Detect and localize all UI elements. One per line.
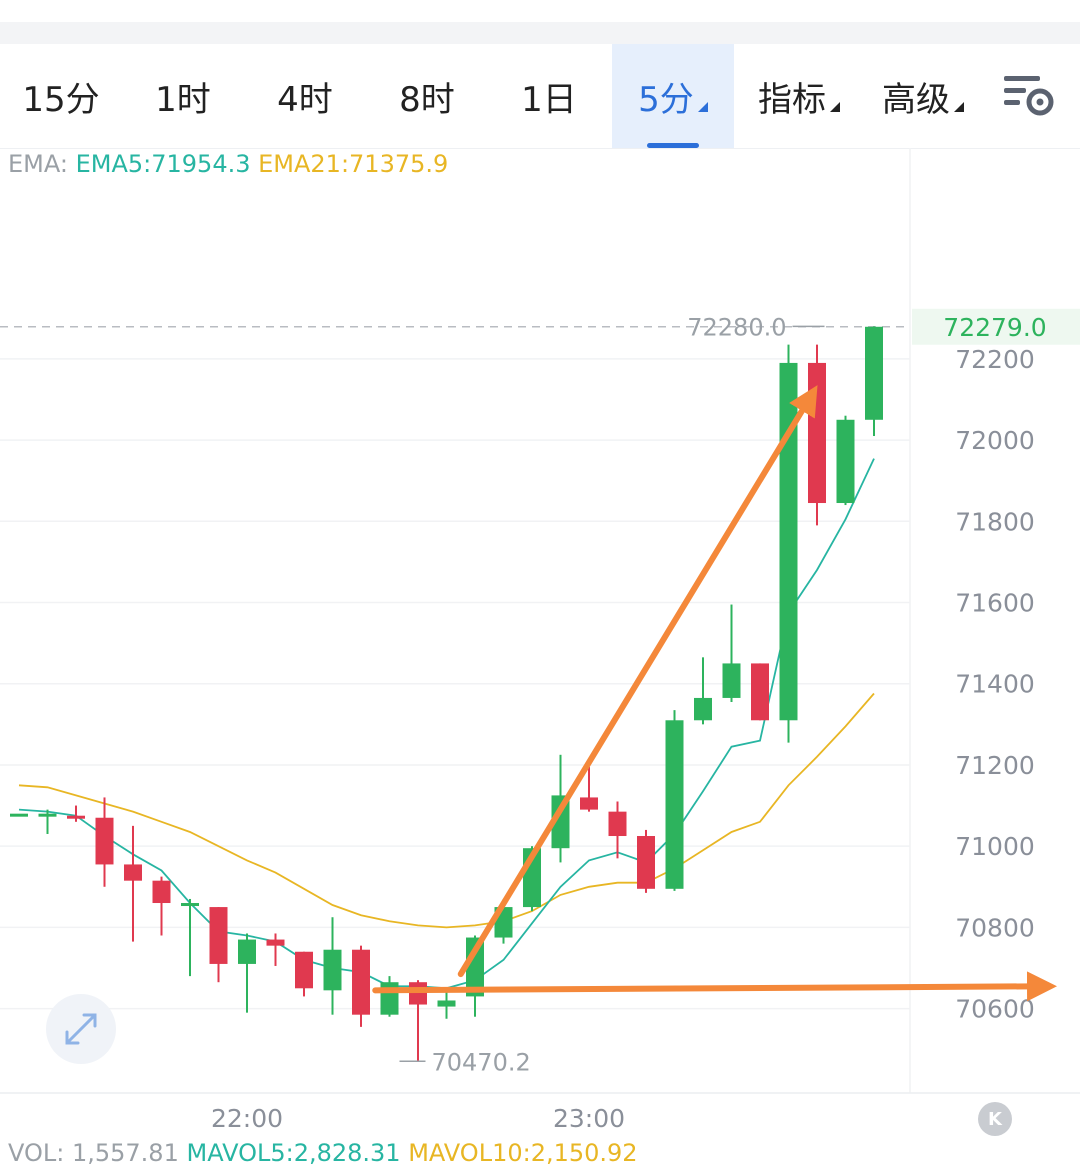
tab-indicators[interactable]: 指标	[738, 44, 860, 148]
status-bar	[0, 0, 1080, 22]
tab-label: 1日	[521, 79, 577, 120]
candle-body	[152, 880, 171, 904]
tab-8h[interactable]: 8时	[366, 44, 488, 148]
tab-5m[interactable]: 5分	[612, 44, 734, 148]
y-tick-label: 71200	[955, 751, 1035, 780]
y-tick-label: 71000	[955, 832, 1035, 861]
annotation-arrow	[457, 385, 818, 978]
candle-body	[238, 939, 256, 964]
ema21-value: EMA21:71375.9	[258, 150, 449, 178]
annotation-arrow	[372, 971, 1057, 1002]
candle-body	[181, 903, 199, 907]
ema-legend: EMA: EMA5:71954.3 EMA21:71375.9	[8, 150, 448, 178]
k-badge-button[interactable]: K	[978, 1102, 1012, 1136]
candle-body	[95, 817, 114, 865]
mavol5-value: MAVOL5:2,828.31	[186, 1139, 401, 1167]
chart-settings-button[interactable]	[1000, 68, 1056, 124]
candle-body	[380, 982, 399, 1015]
candle-body	[266, 939, 285, 946]
tab-label: 4时	[277, 79, 333, 120]
y-tick-label: 72200	[955, 345, 1035, 374]
k-badge-label: K	[988, 1108, 1002, 1130]
candle-body	[865, 326, 883, 420]
candle-body	[409, 982, 427, 1005]
dropdown-caret-icon	[830, 102, 840, 112]
candle-body	[637, 836, 655, 889]
candle-body	[751, 663, 769, 721]
low-price-label: 70470.2	[432, 1048, 531, 1076]
candle-body	[808, 362, 826, 504]
ema5-line	[18, 458, 875, 990]
dropdown-caret-icon	[954, 102, 964, 112]
candle-body	[67, 815, 85, 819]
ema-legend-label: EMA:	[8, 150, 68, 178]
y-tick-label: 70800	[955, 913, 1035, 942]
tab-label: 指标	[758, 79, 826, 120]
y-tick-label: 71800	[955, 507, 1035, 536]
mavol10-value: MAVOL10:2,150.92	[408, 1139, 638, 1167]
y-tick-label: 72000	[955, 426, 1035, 455]
y-tick-label: 71600	[955, 589, 1035, 618]
candle-body	[295, 951, 313, 989]
candle-body	[10, 813, 28, 817]
x-tick-label: 22:00	[211, 1104, 283, 1133]
tab-label: 1时	[155, 79, 211, 120]
candle-body	[580, 797, 598, 810]
tab-label: 5分	[638, 79, 694, 120]
candle-body	[694, 697, 712, 721]
candle-body	[209, 907, 228, 964]
expand-arrows-icon	[65, 1013, 97, 1045]
expand-chart-button[interactable]	[46, 994, 116, 1064]
candle-body	[352, 949, 370, 1015]
tab-label: 高级	[882, 79, 950, 120]
last-price-tag	[912, 308, 1080, 345]
candle-body	[124, 864, 142, 881]
high-price-label: 72280.0	[687, 313, 786, 341]
candle-body	[836, 419, 855, 504]
candle-body	[779, 362, 798, 721]
tab-label: 8时	[399, 79, 455, 120]
header-strip	[0, 22, 1080, 44]
volume-legend: VOL: 1,557.81 MAVOL5:2,828.31 MAVOL10:2,…	[8, 1139, 638, 1167]
tab-15m[interactable]: 15分	[0, 44, 122, 148]
candle-body	[38, 813, 57, 817]
ema21-line	[18, 692, 875, 929]
x-tick-label: 23:00	[553, 1104, 625, 1133]
candle-body	[665, 720, 684, 889]
y-tick-label: 71400	[955, 670, 1035, 699]
tab-1h[interactable]: 1时	[122, 44, 244, 148]
candle-body	[437, 1000, 456, 1007]
active-tab-indicator	[647, 143, 699, 148]
candle-body	[722, 663, 741, 698]
ema5-value: EMA5:71954.3	[75, 150, 251, 178]
vol-value: VOL: 1,557.81	[8, 1139, 179, 1167]
tab-4h[interactable]: 4时	[244, 44, 366, 148]
last-price-label: 72279.0	[943, 313, 1046, 342]
candle-body	[551, 795, 570, 849]
candle-body	[608, 811, 627, 837]
tab-advanced[interactable]: 高级	[862, 44, 984, 148]
candlestick-chart[interactable]: 72200 72000 71800 71600 71400 71200 71000 70800…	[0, 148, 1080, 1139]
tab-label: 15分	[22, 79, 100, 120]
chart-settings-icon	[1004, 76, 1054, 116]
y-tick-label: 70600	[955, 995, 1035, 1024]
tab-1d[interactable]: 1日	[488, 44, 610, 148]
candle-body	[323, 949, 342, 991]
dropdown-caret-icon	[697, 102, 708, 112]
timeframe-tabbar: 15分 1时 4时 8时 1日 5分 指标 高级	[0, 44, 1080, 149]
